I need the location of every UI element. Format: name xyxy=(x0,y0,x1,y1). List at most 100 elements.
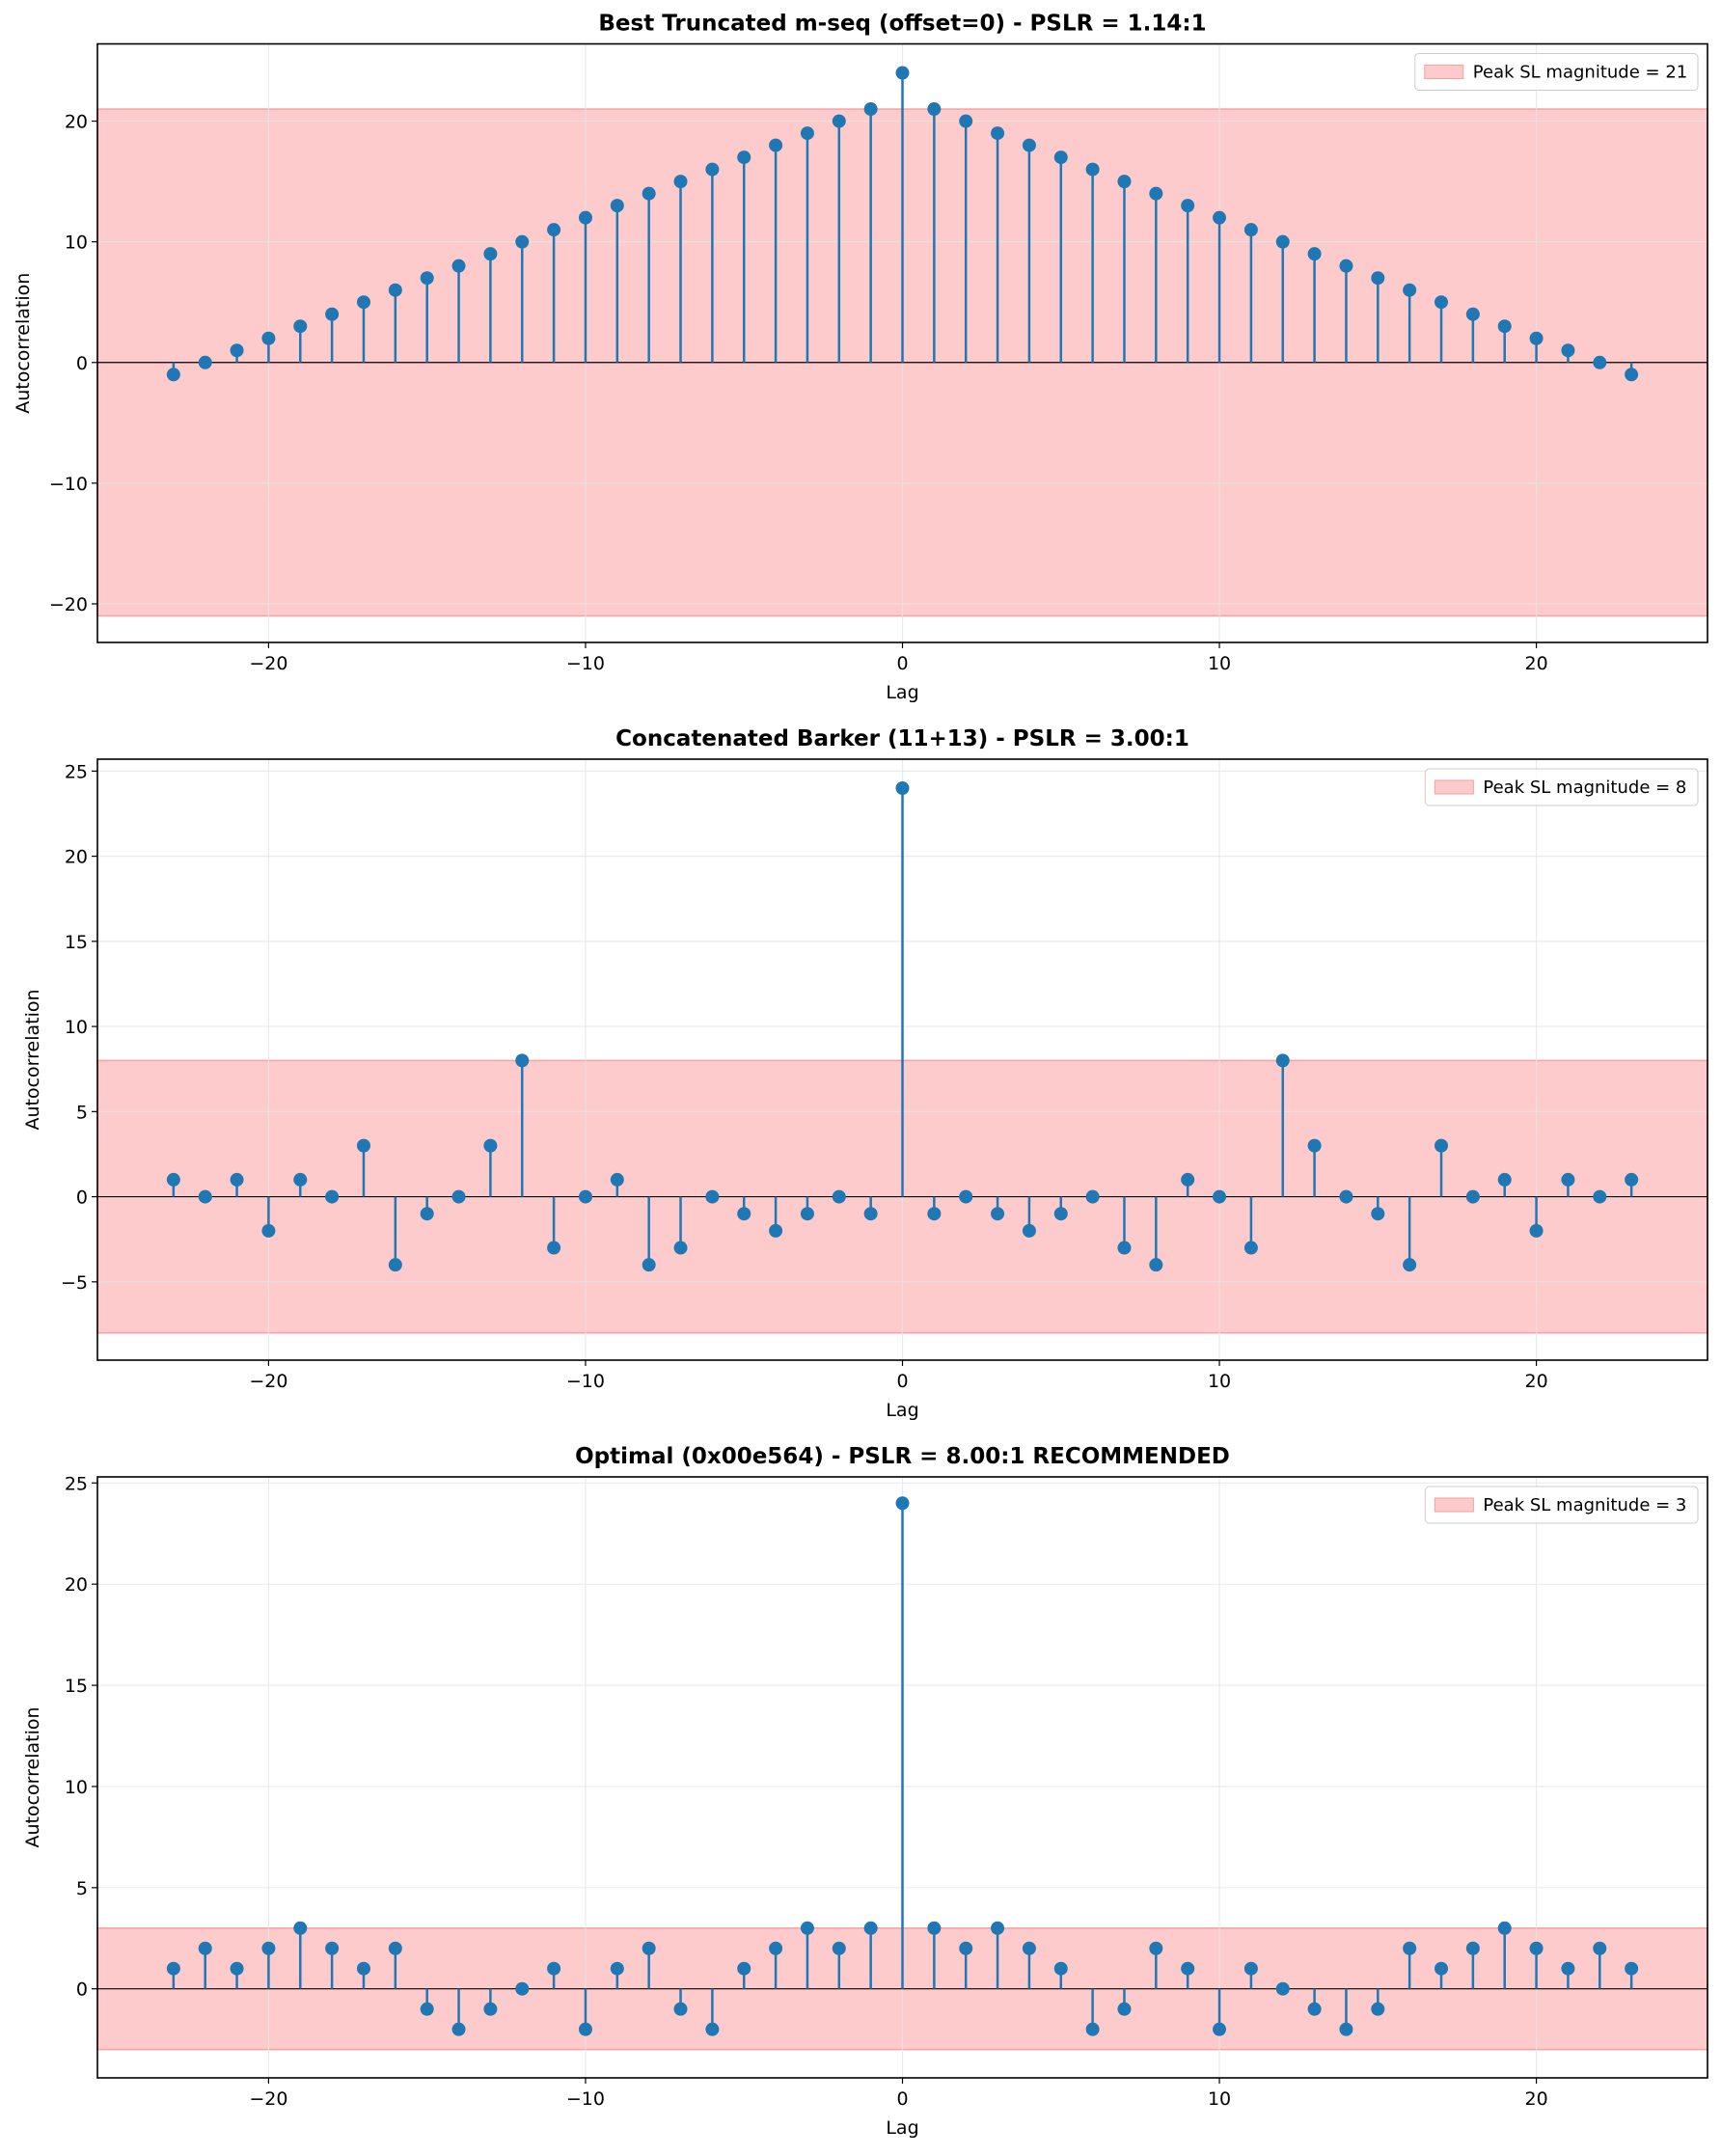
stem-marker xyxy=(1149,1941,1163,1955)
x-tick-label: 10 xyxy=(1208,653,1231,674)
stem-marker xyxy=(1593,1189,1607,1204)
stem-marker xyxy=(420,271,434,286)
stem-marker xyxy=(1085,162,1100,177)
stem-marker xyxy=(1465,307,1480,321)
y-tick-label: 0 xyxy=(76,353,88,374)
stem-marker xyxy=(1625,368,1639,382)
stem-marker xyxy=(547,223,561,237)
stem-marker xyxy=(991,1921,1005,1935)
x-tick-label: 0 xyxy=(896,1371,908,1392)
stem-marker xyxy=(1371,2002,1385,2016)
stem-marker xyxy=(1561,1961,1575,1976)
stem-marker xyxy=(863,102,878,117)
stem-marker xyxy=(1307,247,1322,261)
y-tick-label: 15 xyxy=(65,932,88,953)
stem-marker xyxy=(1085,1189,1100,1204)
stem-marker xyxy=(769,1941,783,1955)
stem-marker xyxy=(356,1138,370,1153)
stem-marker xyxy=(1434,295,1449,310)
stem-marker xyxy=(1275,234,1290,249)
stem-marker xyxy=(832,1941,846,1955)
stem-marker xyxy=(230,343,244,358)
y-axis-label: Autocorrelation xyxy=(22,1706,43,1847)
stem-marker xyxy=(927,102,942,117)
stem-marker xyxy=(1625,1172,1639,1187)
x-tick-label: −10 xyxy=(566,1371,605,1392)
stem-marker xyxy=(1117,2002,1132,2016)
stem-marker xyxy=(959,1189,973,1204)
stem-marker xyxy=(1117,175,1132,189)
stem-marker xyxy=(420,2002,434,2016)
stem-marker xyxy=(737,1207,751,1221)
stem-marker xyxy=(895,781,910,796)
legend-label: Peak SL magnitude = 3 xyxy=(1483,1495,1686,1515)
stem-marker xyxy=(356,295,370,310)
y-axis-label: Autocorrelation xyxy=(13,273,34,414)
stem-marker xyxy=(198,1189,212,1204)
stem-marker xyxy=(1339,2022,1353,2036)
stem-marker xyxy=(610,199,624,213)
stem-marker xyxy=(388,283,402,297)
stem-marker xyxy=(388,1258,402,1272)
stem-marker xyxy=(1371,271,1385,286)
stem-marker xyxy=(420,1207,434,1221)
stem-marker xyxy=(1371,1207,1385,1221)
stem-marker xyxy=(198,355,212,369)
stem-marker xyxy=(832,1189,846,1204)
stem-marker xyxy=(769,1223,783,1238)
x-tick-label: −20 xyxy=(249,653,287,674)
stem-marker xyxy=(705,1189,720,1204)
stem-marker xyxy=(863,1207,878,1221)
stem-marker xyxy=(515,234,530,249)
stem-marker xyxy=(578,2022,592,2036)
stem-marker xyxy=(705,2022,720,2036)
stem-marker xyxy=(959,1941,973,1955)
stem-marker xyxy=(356,1961,370,1976)
stem-marker xyxy=(293,1172,308,1187)
stem-marker xyxy=(1275,1053,1290,1068)
stem-marker xyxy=(1529,331,1543,345)
stem-marker xyxy=(1053,1961,1068,1976)
stem-marker xyxy=(483,247,498,261)
stem-marker xyxy=(673,2002,688,2016)
y-tick-label: 5 xyxy=(76,1102,88,1123)
stem-marker xyxy=(1339,259,1353,273)
y-tick-label: 10 xyxy=(65,1017,88,1038)
legend-swatch xyxy=(1434,779,1474,795)
stem-marker xyxy=(705,162,720,177)
y-tick-label: −20 xyxy=(49,594,88,615)
stem-marker xyxy=(483,1138,498,1153)
x-tick-label: 10 xyxy=(1208,2088,1231,2110)
stem-marker xyxy=(166,368,180,382)
stem-marker xyxy=(927,1207,942,1221)
x-tick-label: 20 xyxy=(1524,1371,1547,1392)
stem-marker xyxy=(959,114,973,128)
x-tick-label: 0 xyxy=(896,653,908,674)
stem-marker xyxy=(1181,1172,1195,1187)
stem-marker xyxy=(642,1941,656,1955)
legend: Peak SL magnitude = 8 xyxy=(1424,768,1699,806)
x-tick-label: 10 xyxy=(1208,1371,1231,1392)
stem-marker xyxy=(1339,1189,1353,1204)
legend-box xyxy=(1424,1486,1699,1524)
x-tick-label: −10 xyxy=(566,2088,605,2110)
stem-marker xyxy=(1465,1941,1480,1955)
stem-marker xyxy=(1181,1961,1195,1976)
stem-marker xyxy=(1307,1138,1322,1153)
stem-marker xyxy=(1593,1941,1607,1955)
y-tick-label: 10 xyxy=(65,232,88,254)
stem-marker xyxy=(1022,138,1036,152)
subplot-1: −20 −10 0 10 20 −20 −10 0 10 20 Best Truncated m-s… xyxy=(13,12,1708,703)
y-axis-label: Autocorrelation xyxy=(22,989,43,1130)
y-tick-label: 20 xyxy=(65,847,88,868)
stem-marker xyxy=(737,1961,751,1976)
stem-marker xyxy=(1053,1207,1068,1221)
stem-marker xyxy=(737,150,751,165)
stem-marker xyxy=(1465,1189,1480,1204)
legend-box xyxy=(1414,53,1699,91)
stem-marker xyxy=(673,175,688,189)
stem-marker xyxy=(230,1172,244,1187)
stem-marker xyxy=(1497,319,1512,334)
stem-marker xyxy=(451,1189,466,1204)
stem-marker xyxy=(261,1941,276,1955)
